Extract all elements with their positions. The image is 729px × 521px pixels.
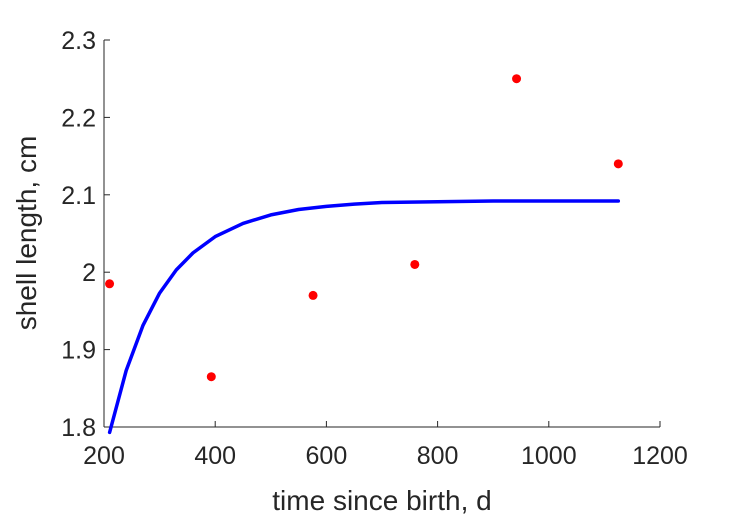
data-point	[207, 372, 216, 381]
y-tick-label: 1.8	[61, 414, 96, 442]
x-tick-label: 1200	[632, 442, 688, 470]
x-ticks: 200 400 600 800 1000 1200	[83, 421, 688, 470]
x-tick-label: 200	[83, 442, 125, 470]
y-tick-label: 2.2	[61, 104, 96, 132]
x-tick-label: 400	[194, 442, 236, 470]
y-tick-label: 1.9	[61, 337, 96, 365]
y-tick-label: 2.1	[61, 182, 96, 210]
plot-area: 200 400 600 800 1000 1200 1.8 1.9 2 2.1 2.2 2.3	[61, 27, 688, 470]
y-tick-label: 2	[82, 259, 96, 287]
y-tick-label: 2.3	[61, 27, 96, 55]
x-tick-label: 600	[306, 442, 348, 470]
data-point	[614, 159, 623, 168]
fit-line	[110, 201, 619, 432]
x-tick-label: 800	[417, 442, 459, 470]
data-point	[512, 74, 521, 83]
y-axis-label: shell length, cm	[11, 136, 42, 331]
data-point	[105, 279, 114, 288]
series-layer	[105, 74, 623, 432]
x-axis-label: time since birth, d	[272, 485, 491, 516]
data-point	[309, 291, 318, 300]
x-tick-label: 1000	[521, 442, 577, 470]
data-point	[410, 260, 419, 269]
y-ticks: 1.8 1.9 2 2.1 2.2 2.3	[61, 27, 110, 442]
